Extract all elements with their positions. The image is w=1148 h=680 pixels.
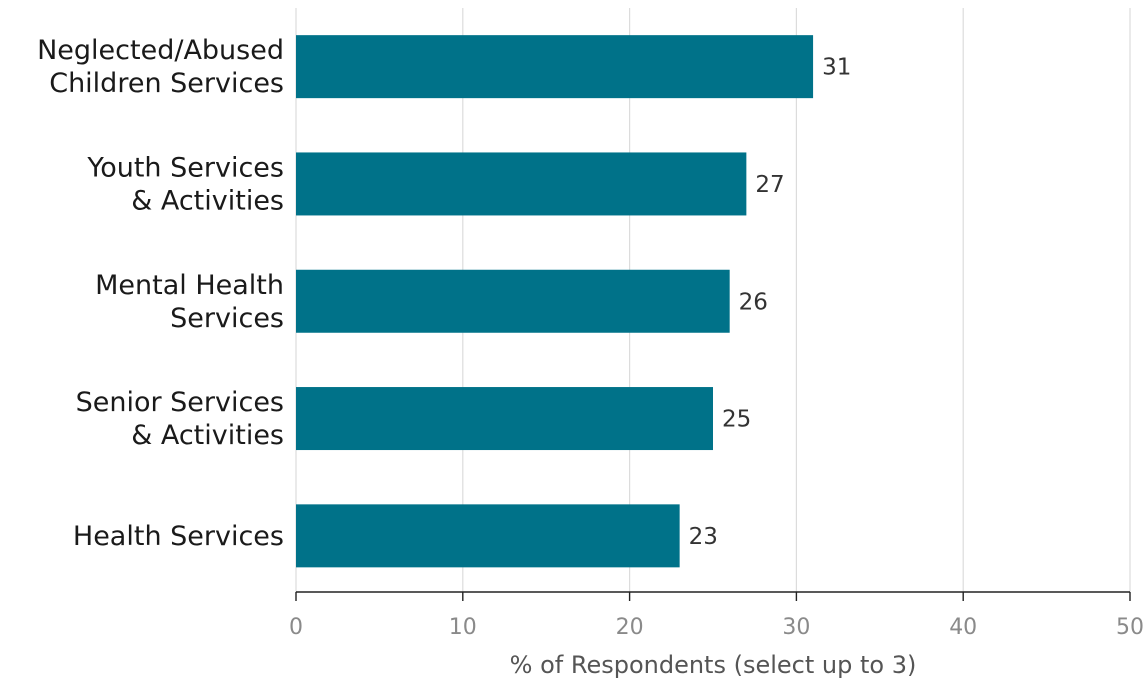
- bar: [296, 35, 814, 99]
- category-label: Children Services: [49, 68, 284, 99]
- category-label: Mental Health: [95, 270, 284, 301]
- value-label: 23: [689, 524, 718, 550]
- x-axis-title: % of Respondents (select up to 3): [510, 651, 917, 679]
- value-label: 25: [722, 407, 751, 433]
- bar: [296, 504, 680, 568]
- x-tick-label: 20: [616, 615, 644, 640]
- value-label: 31: [822, 55, 851, 81]
- x-tick-label: 0: [289, 615, 303, 640]
- category-label: Neglected/Abused: [37, 35, 284, 66]
- bar: [296, 269, 730, 333]
- value-label: 26: [739, 289, 768, 315]
- bar: [296, 387, 713, 451]
- data-labels: 31 27 26 25 23: [689, 55, 852, 550]
- x-tick-label: 10: [449, 615, 477, 640]
- category-label: & Activities: [131, 185, 284, 216]
- x-tick-label: 40: [949, 615, 977, 640]
- value-label: 27: [755, 172, 784, 198]
- x-tick-label: 50: [1116, 615, 1144, 640]
- category-label: Health Services: [73, 521, 284, 552]
- bar: [296, 152, 747, 216]
- category-label: Youth Services: [86, 152, 284, 183]
- category-label: Senior Services: [76, 387, 284, 418]
- category-label: & Activities: [131, 420, 284, 451]
- bars: [296, 35, 814, 568]
- category-label: Services: [170, 303, 284, 334]
- x-axis-ticks: 0 10 20 30 40 50: [289, 592, 1144, 640]
- x-tick-label: 30: [782, 615, 810, 640]
